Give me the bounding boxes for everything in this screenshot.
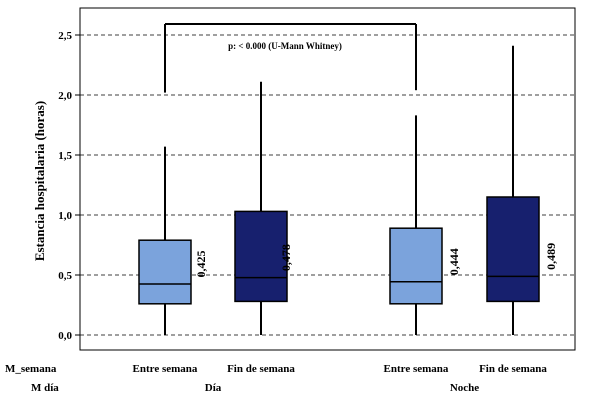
row-label-semana: M_semana <box>5 363 57 375</box>
significance-annotation: p: < 0.000 (U-Mann Whitney) <box>228 41 342 51</box>
median-label: 0,444 <box>447 248 461 275</box>
plot-frame <box>79 7 576 351</box>
y-tick-label: 1,5 <box>58 150 72 162</box>
x-group-label: Día <box>205 382 222 393</box>
median-label: 0,489 <box>544 243 558 270</box>
box <box>486 196 540 303</box>
box <box>138 239 192 305</box>
x-category-label: Fin de semana <box>227 363 295 375</box>
row-label-dia: M día <box>31 382 59 393</box>
y-tick-label: 0,0 <box>58 330 72 342</box>
x-group-label: Noche <box>450 382 479 393</box>
box <box>234 210 288 303</box>
x-category-label: Entre semana <box>384 363 449 375</box>
y-tick-label: 2,5 <box>58 30 72 42</box>
y-tick-label: 0,5 <box>58 270 72 282</box>
box <box>389 227 443 305</box>
median-label: 0,478 <box>279 244 293 271</box>
y-tick-label: 1,0 <box>58 210 72 222</box>
median-label: 0,425 <box>194 251 208 278</box>
x-category-label: Fin de semana <box>479 363 547 375</box>
x-category-label: Entre semana <box>133 363 198 375</box>
y-tick-label: 2,0 <box>58 90 72 102</box>
y-axis-label: Estancia hospitalaria (horas) <box>32 101 47 261</box>
